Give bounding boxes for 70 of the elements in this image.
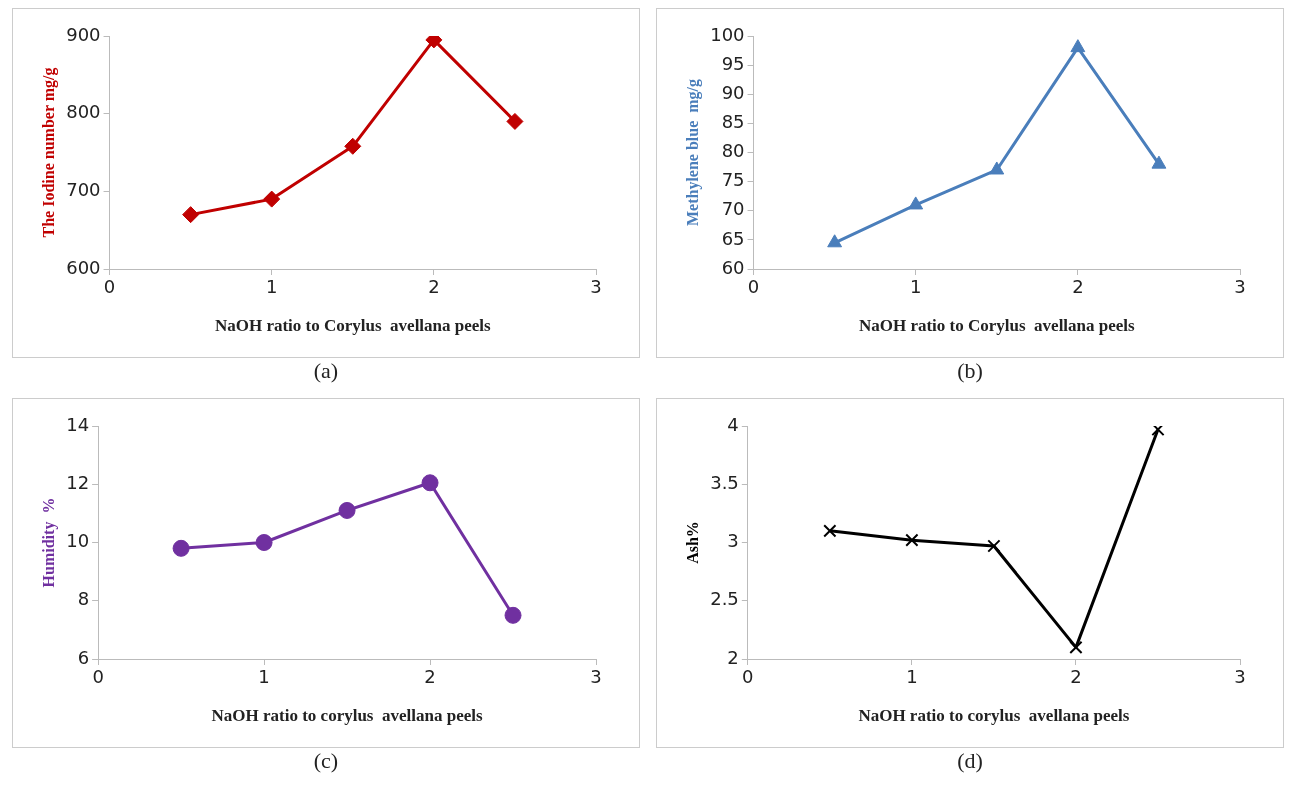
point	[263, 190, 281, 208]
x-tick-label: 2	[424, 665, 436, 687]
x-tick-label: 0	[742, 665, 754, 687]
point	[987, 538, 1001, 553]
point	[421, 473, 439, 491]
point	[172, 539, 190, 557]
x-tick-label: 1	[909, 275, 922, 297]
y-tick-label: 2.5	[710, 587, 739, 609]
point	[1151, 425, 1165, 436]
y-tick-label: 6	[77, 646, 90, 668]
x-tick-label: 1	[258, 665, 270, 687]
x-tick-label: 3	[590, 665, 602, 687]
x-tick-label: 3	[1234, 275, 1246, 297]
y-tick-label: 65	[721, 227, 745, 249]
y-tick-label: 75	[721, 168, 745, 190]
x-tick-label: 3	[590, 275, 602, 297]
y-tick-label: 3	[727, 529, 739, 551]
point	[506, 112, 524, 130]
point	[504, 606, 522, 624]
y-tick-label: 900	[66, 23, 101, 45]
x-tick-label: 2	[1070, 665, 1082, 687]
x-tick-label: 3	[1234, 665, 1246, 687]
text: (a)	[313, 358, 339, 385]
y-axis-title: Humidity %	[39, 497, 58, 587]
point	[182, 205, 200, 223]
y-tick-label: 90	[721, 81, 745, 103]
point	[255, 533, 273, 551]
x-axis-title: NaOH ratio to corylus avellana peels	[211, 705, 483, 725]
point	[338, 501, 356, 519]
x-tick-label: 2	[428, 275, 440, 297]
y-tick-label: 700	[66, 178, 101, 200]
y-tick-label: 70	[721, 197, 745, 219]
x-tick-label: 1	[265, 275, 278, 297]
y-tick-label: 14	[66, 413, 90, 435]
text: (c)	[313, 748, 339, 775]
x-axis-title: NaOH ratio to Corylus avellana peels	[214, 315, 492, 335]
y-tick-label: 4	[727, 413, 739, 435]
text: (b)	[957, 358, 983, 385]
y-axis-title: Methylene blue mg/g	[683, 78, 702, 226]
x-axis-title: NaOH ratio to Corylus avellana peels	[858, 315, 1136, 335]
point	[1070, 38, 1086, 52]
y-tick-label: 2	[727, 646, 739, 668]
y-tick-label: 95	[721, 52, 745, 74]
x-tick-label: 1	[906, 665, 918, 687]
y-tick-label: 80	[721, 139, 745, 161]
point	[827, 233, 843, 247]
y-axis-title: The Iodine number mg/g	[39, 67, 58, 237]
x-tick-label: 0	[747, 275, 760, 297]
x-tick-label: 0	[92, 665, 104, 687]
x-axis-title: NaOH ratio to corylus avellana peels	[858, 705, 1130, 725]
x-tick-label: 0	[103, 275, 116, 297]
y-tick-label: 100	[710, 23, 745, 45]
y-tick-label: 60	[721, 256, 745, 278]
y-tick-label: 3.5	[710, 471, 739, 493]
y-tick-label: 800	[66, 100, 101, 122]
y-axis-title: Ash%	[683, 520, 701, 564]
point	[908, 195, 924, 209]
y-tick-label: 600	[66, 256, 101, 278]
y-tick-label: 8	[77, 587, 90, 609]
text: (d)	[957, 748, 983, 775]
y-tick-label: 10	[66, 529, 90, 551]
point	[905, 533, 919, 547]
x-tick-label: 2	[1072, 275, 1084, 297]
y-tick-label: 85	[721, 110, 745, 132]
point	[1151, 155, 1167, 169]
point	[1069, 640, 1083, 654]
y-tick-label: 12	[66, 471, 90, 493]
point	[344, 137, 362, 155]
point	[823, 523, 837, 538]
point	[989, 160, 1005, 174]
